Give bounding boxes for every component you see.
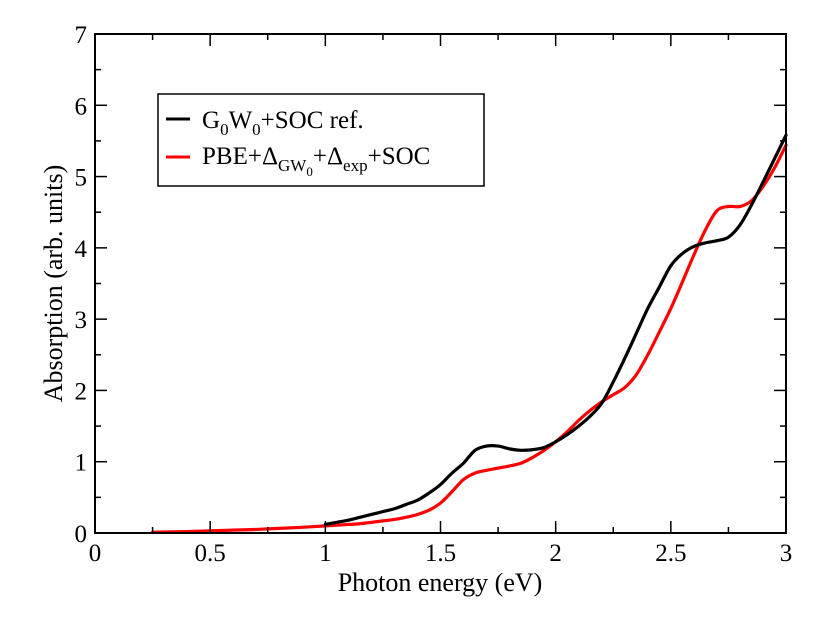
- legend-entry-series-1: PBE+ΔGW0+Δexp+SOC: [202, 143, 430, 179]
- y-axis-label: Absorption (arb. units): [39, 165, 68, 403]
- x-tick-label: 1.5: [425, 540, 456, 567]
- x-tick-label: 0.5: [195, 540, 226, 567]
- legend: G0W0+SOC ref. PBE+ΔGW0+Δexp+SOC: [157, 93, 485, 187]
- y-tick-label: 6: [75, 93, 88, 120]
- series-layer: [150, 133, 788, 534]
- legend-box: [157, 93, 485, 187]
- x-axis-label: Photon energy (eV): [338, 568, 543, 597]
- x-tick-label: 3: [780, 540, 793, 567]
- series-line-0: [323, 133, 788, 527]
- series-line-1: [150, 143, 788, 534]
- y-tick-label: 7: [75, 22, 88, 49]
- y-tick-label: 2: [75, 378, 88, 405]
- y-tick-label: 5: [75, 165, 88, 192]
- y-tick-label: 1: [75, 450, 88, 477]
- x-tick-label: 0: [89, 540, 102, 567]
- tick-layer: 0 0.5 1 1.5 2 2.5 3 0 1 2 3 4 5 6 7: [75, 22, 793, 567]
- y-tick-label: 3: [75, 307, 88, 334]
- x-tick-label: 1: [319, 540, 332, 567]
- x-tick-label: 2: [549, 540, 562, 567]
- legend-entry-series-0: G0W0+SOC ref.: [202, 107, 364, 139]
- y-tick-label: 4: [75, 236, 88, 263]
- x-tick-label: 2.5: [655, 540, 686, 567]
- y-tick-label: 0: [75, 521, 88, 548]
